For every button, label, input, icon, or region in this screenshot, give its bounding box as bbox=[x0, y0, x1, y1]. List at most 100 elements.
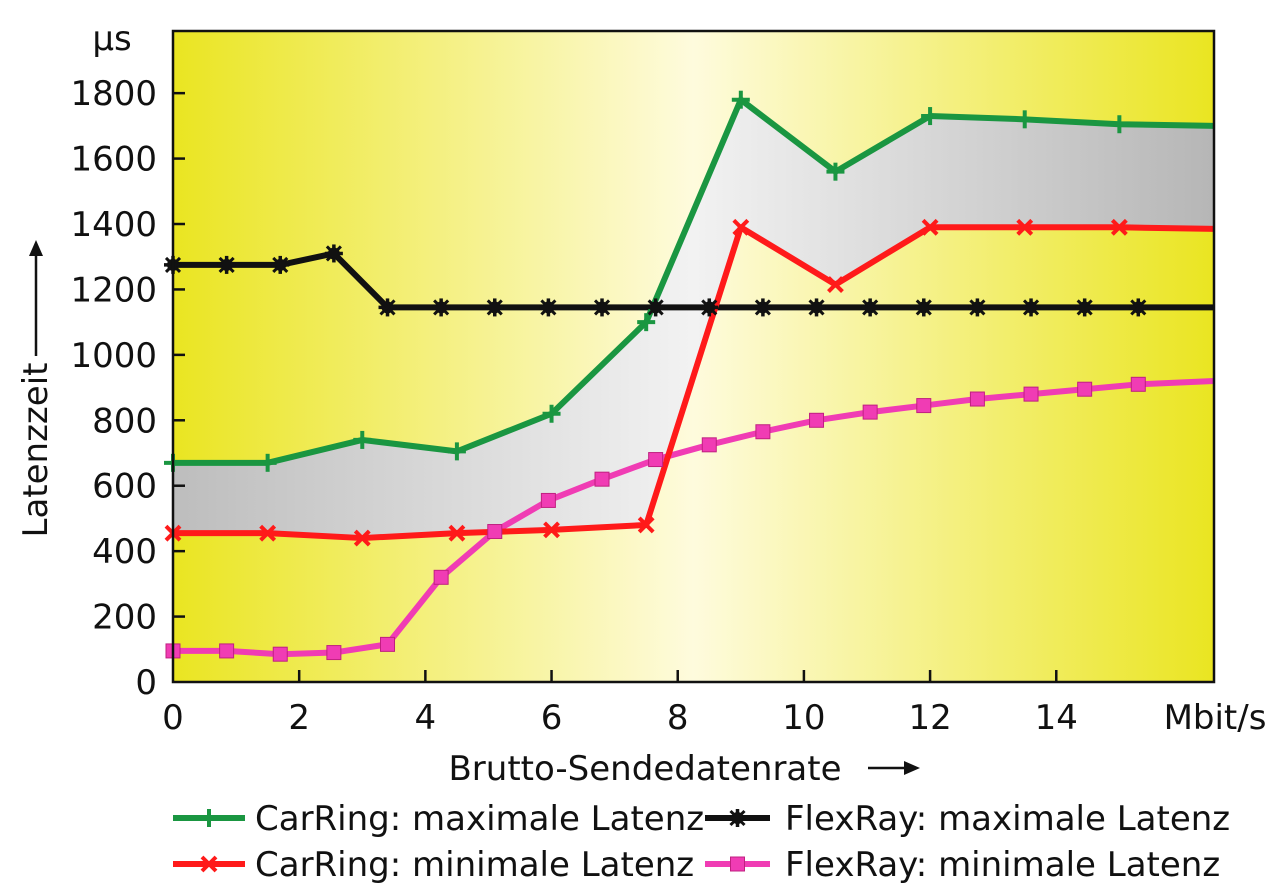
data-point-flexray-minimale-latenz bbox=[1077, 381, 1093, 397]
plot-frame bbox=[171, 29, 1216, 684]
data-point-flexray-minimale-latenz bbox=[219, 643, 235, 659]
series-line-carring-minimale-latenz bbox=[173, 224, 1214, 542]
y-tick-label: 1800 bbox=[70, 74, 157, 114]
legend-item-flexray-minimale-latenz: FlexRay: minimale Latenz bbox=[705, 845, 1220, 885]
data-point-flexray-maximale-latenz bbox=[217, 255, 236, 274]
data-point-flexray-maximale-latenz bbox=[271, 255, 290, 274]
data-point-flexray-maximale-latenz bbox=[432, 298, 451, 317]
data-point-flexray-maximale-latenz bbox=[646, 298, 665, 317]
data-point-carring-maximale-latenz bbox=[921, 107, 940, 126]
legend-marker bbox=[730, 856, 745, 872]
series-line-flexray-minimale-latenz bbox=[173, 378, 1214, 658]
x-axis-ticks: 0 2 4 6 8 10 12 14 bbox=[162, 670, 1078, 738]
data-point-carring-minimale-latenz bbox=[1016, 218, 1034, 236]
data-point-flexray-minimale-latenz bbox=[916, 398, 932, 414]
data-point-flexray-maximale-latenz bbox=[593, 298, 612, 317]
data-point-carring-minimale-latenz bbox=[637, 516, 655, 534]
x-tick-label: 10 bbox=[782, 698, 825, 738]
x-unit-label: Mbit/s bbox=[1164, 698, 1267, 738]
data-point-flexray-maximale-latenz bbox=[485, 298, 504, 317]
x-tick-label: 6 bbox=[541, 698, 563, 738]
y-axis-arrow bbox=[29, 240, 43, 356]
data-point-carring-maximale-latenz bbox=[258, 453, 277, 472]
data-point-flexray-minimale-latenz bbox=[755, 424, 771, 440]
data-point-carring-minimale-latenz bbox=[448, 524, 466, 542]
data-point-carring-minimale-latenz bbox=[259, 524, 277, 542]
legend-label: FlexRay: maximale Latenz bbox=[785, 799, 1230, 839]
x-axis-arrow bbox=[868, 761, 920, 775]
y-tick-label: 600 bbox=[92, 467, 157, 507]
data-point-carring-minimale-latenz bbox=[353, 529, 371, 547]
data-point-flexray-maximale-latenz bbox=[539, 298, 558, 317]
x-tick-label: 2 bbox=[288, 698, 310, 738]
data-point-flexray-maximale-latenz bbox=[700, 298, 719, 317]
data-point-flexray-minimale-latenz bbox=[487, 524, 503, 540]
data-point-carring-minimale-latenz bbox=[1110, 218, 1128, 236]
y-tick-label: 1400 bbox=[70, 205, 157, 245]
y-unit-label: µs bbox=[92, 19, 131, 59]
data-point-flexray-minimale-latenz bbox=[433, 569, 449, 585]
y-tick-label: 1600 bbox=[70, 140, 157, 180]
data-point-carring-maximale-latenz bbox=[826, 162, 845, 181]
data-point-carring-maximale-latenz bbox=[637, 313, 656, 332]
data-point-flexray-minimale-latenz bbox=[540, 492, 556, 508]
y-tick-label: 800 bbox=[92, 401, 157, 441]
x-tick-label: 8 bbox=[667, 698, 689, 738]
legend-marker bbox=[728, 809, 747, 827]
legend-item-carring-minimale-latenz: CarRing: minimale Latenz bbox=[173, 845, 694, 885]
y-tick-label: 1200 bbox=[70, 270, 157, 310]
data-point-flexray-maximale-latenz bbox=[914, 298, 933, 317]
legend-item-flexray-maximale-latenz: FlexRay: maximale Latenz bbox=[705, 799, 1230, 839]
data-point-flexray-maximale-latenz bbox=[753, 298, 772, 317]
data-point-carring-minimale-latenz bbox=[732, 218, 750, 236]
series-line-carring-maximale-latenz bbox=[173, 96, 1214, 466]
data-point-carring-maximale-latenz bbox=[542, 404, 561, 423]
data-point-flexray-minimale-latenz bbox=[1023, 386, 1039, 402]
legend-label: FlexRay: minimale Latenz bbox=[785, 845, 1220, 885]
data-point-carring-minimale-latenz bbox=[543, 521, 560, 539]
x-tick-label: 4 bbox=[415, 698, 437, 738]
data-point-carring-maximale-latenz bbox=[1110, 115, 1129, 134]
data-point-flexray-minimale-latenz bbox=[272, 646, 288, 662]
latency-band bbox=[173, 99, 1214, 539]
y-axis-title: Latenzzeit bbox=[16, 363, 56, 538]
data-point-flexray-minimale-latenz bbox=[862, 404, 878, 420]
band-area bbox=[173, 99, 1214, 539]
data-point-flexray-maximale-latenz bbox=[807, 298, 826, 317]
data-point-carring-maximale-latenz bbox=[731, 90, 750, 109]
series-markers bbox=[164, 90, 1148, 662]
data-point-flexray-maximale-latenz bbox=[861, 298, 880, 317]
y-axis-ticks: 0 200 400 600 800 1000 1200 1400 1600 1800 bbox=[70, 74, 185, 703]
data-point-flexray-minimale-latenz bbox=[326, 645, 342, 661]
y-axis-title-group: Latenzzeit bbox=[16, 240, 56, 537]
data-point-flexray-minimale-latenz bbox=[701, 437, 717, 453]
data-point-flexray-minimale-latenz bbox=[648, 452, 664, 468]
y-tick-label: 1000 bbox=[70, 336, 157, 376]
data-point-flexray-maximale-latenz bbox=[324, 244, 343, 263]
data-point-flexray-maximale-latenz bbox=[1022, 298, 1041, 317]
data-point-flexray-maximale-latenz bbox=[1075, 298, 1094, 317]
legend: CarRing: maximale Latenz CarRing: minimal… bbox=[173, 799, 1230, 885]
data-point-flexray-maximale-latenz bbox=[968, 298, 987, 317]
x-axis-title: Brutto-Sendedatenrate bbox=[448, 749, 841, 789]
data-point-carring-maximale-latenz bbox=[353, 430, 372, 449]
data-point-flexray-minimale-latenz bbox=[809, 412, 825, 428]
data-point-flexray-maximale-latenz bbox=[378, 298, 397, 317]
legend-item-carring-maximale-latenz: CarRing: maximale Latenz bbox=[173, 799, 704, 839]
legend-label: CarRing: maximale Latenz bbox=[255, 799, 704, 839]
x-tick-label: 14 bbox=[1035, 698, 1078, 738]
data-point-flexray-maximale-latenz bbox=[1129, 298, 1148, 317]
data-point-carring-minimale-latenz bbox=[921, 218, 939, 236]
data-point-flexray-minimale-latenz bbox=[380, 636, 396, 652]
data-point-flexray-minimale-latenz bbox=[1130, 376, 1146, 392]
legend-label: CarRing: minimale Latenz bbox=[255, 845, 694, 885]
y-tick-label: 200 bbox=[92, 598, 157, 638]
legend-marker bbox=[200, 855, 218, 873]
y-tick-label: 0 bbox=[135, 663, 157, 703]
x-tick-label: 12 bbox=[908, 698, 951, 738]
y-tick-label: 400 bbox=[92, 532, 157, 572]
data-point-flexray-minimale-latenz bbox=[594, 471, 610, 487]
legend-marker bbox=[200, 809, 218, 827]
data-point-flexray-minimale-latenz bbox=[969, 391, 985, 407]
